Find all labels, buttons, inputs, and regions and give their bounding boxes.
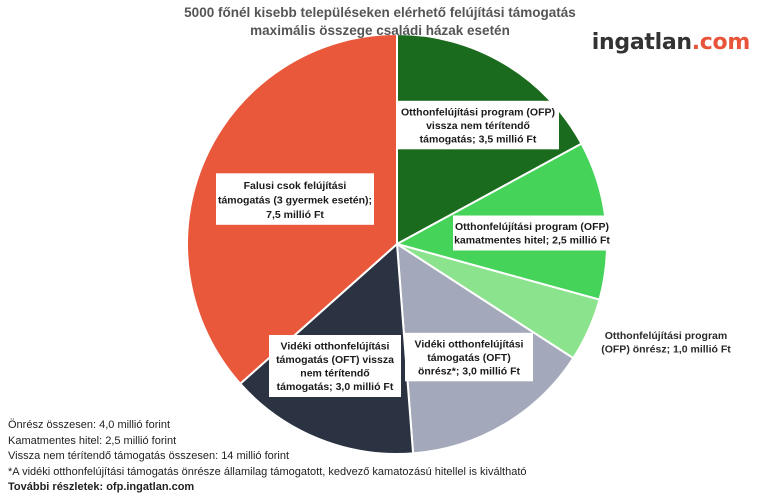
slice-label-line: támogatás (OFT) vissza xyxy=(276,354,394,366)
slice-label-box xyxy=(397,100,559,150)
chart-title-line-1: 5000 főnél kisebb településeken elérhető… xyxy=(184,5,576,20)
slice-label-ofp-own: Otthonfelújítási program (OFP) önrész; 1,… xyxy=(601,330,731,356)
brand-logo: ingatlan.com xyxy=(591,30,751,55)
footnote-interest-free-loan: Kamatmentes hitel: 2,5 millió forint xyxy=(8,434,177,447)
brand-logo-name: ingatlan xyxy=(591,30,692,55)
slice-label-line: Otthonfelújítási program xyxy=(605,330,728,342)
slice-label-text: Falusi csok felújítási támogatás (3 gyerm… xyxy=(218,180,372,221)
slice-label-ofp-loan: Otthonfelújítási program (OFP) kamatmente… xyxy=(453,215,611,251)
slice-label-text: Vidéki otthonfelújítási támogatás (OFT) v… xyxy=(276,341,394,394)
slice-label-line: 7,5 millió Ft xyxy=(266,209,324,221)
slice-label-ofp-grant: Otthonfelújítási program (OFP) vissza nem… xyxy=(397,100,559,150)
footnote-more-info-link: További részletek: ofp.ingatlan.com xyxy=(8,481,195,493)
slice-label-line: Otthonfelújítási program (OFP) xyxy=(455,221,609,233)
slice-label-line: Falusi csok felújítási xyxy=(244,180,347,192)
slice-label-text: Otthonfelújítási program (OFP) vissza nem… xyxy=(401,106,555,145)
slice-label-text: Otthonfelújítási program (OFP) kamatmente… xyxy=(454,221,610,247)
slice-label-line: támogatás; 3,5 millió Ft xyxy=(420,133,537,145)
footnote-asterisk-note: *A vidéki otthonfelújítási támogatás önr… xyxy=(8,465,527,478)
slice-label-box xyxy=(405,332,533,382)
slice-label-line: támogatás; 3,0 millió Ft xyxy=(277,381,394,393)
footnote-grant-total: Vissza nem térítendő támogatás összesen:… xyxy=(8,450,290,462)
slice-label-box xyxy=(216,173,374,225)
chart-title-line-2: maximális összege családi házak esetén xyxy=(250,23,510,38)
slice-label-line: támogatás (OFT) xyxy=(427,352,510,364)
brand-logo-domain: .com xyxy=(691,30,751,55)
slice-label-line: kamatmentes hitel; 2,5 millió Ft xyxy=(454,235,610,247)
slice-label-box xyxy=(453,215,611,251)
slice-label-line: önrész*; 3,0 millió Ft xyxy=(418,365,521,377)
footnotes: Önrész összesen: 4,0 millió forint Kamat… xyxy=(8,418,527,496)
slice-label-line: (OFP) önrész; 1,0 millió Ft xyxy=(601,344,731,356)
slice-label-line: Vidéki otthonfelújítási xyxy=(415,338,524,350)
slice-label-text: Vidéki otthonfelújítási támogatás (OFT) ön… xyxy=(415,338,524,377)
slice-label-box xyxy=(269,335,401,397)
slice-label-csok: Falusi csok felújítási támogatás (3 gyerm… xyxy=(216,173,374,225)
slice-label-line: Vidéki otthonfelújítási xyxy=(281,341,390,353)
slice-label-line: nem térítendő xyxy=(300,368,369,380)
chart-title: 5000 főnél kisebb településeken elérhető… xyxy=(150,4,610,40)
slice-label-text: Otthonfelújítási program (OFP) önrész; 1,… xyxy=(601,330,731,356)
slice-label-line: Otthonfelújítási program (OFP) xyxy=(401,106,555,118)
footnote-own-contribution: Önrész összesen: 4,0 millió forint xyxy=(8,419,171,431)
slice-label-oft-own: Vidéki otthonfelújítási támogatás (OFT) ön… xyxy=(405,332,533,382)
slice-label-oft-grant: Vidéki otthonfelújítási támogatás (OFT) v… xyxy=(269,335,401,397)
slice-label-line: vissza nem térítendő xyxy=(426,120,530,132)
slice-label-line: támogatás (3 gyermek esetén); xyxy=(218,194,372,206)
